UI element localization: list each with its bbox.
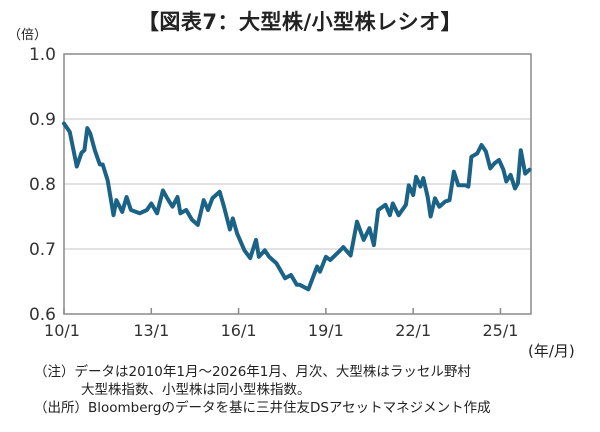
y-axis-unit: （倍）: [8, 28, 48, 43]
y-tick-label: 0.8: [29, 175, 56, 195]
y-tick-label: 0.9: [29, 110, 56, 130]
x-tick-label: 13/1: [133, 321, 169, 340]
x-axis-unit: (年/月): [528, 342, 575, 360]
source-note: （出所）Bloombergのデータを基に三井住友DSアセットマネジメント作成: [34, 400, 491, 416]
x-tick-label: 25/1: [482, 321, 518, 340]
y-tick-label: 0.7: [29, 240, 56, 260]
plot-frame: [63, 53, 532, 315]
x-tick-label: 22/1: [395, 321, 431, 340]
y-tick-label: 1.0: [29, 45, 56, 65]
x-tick-label: 19/1: [308, 321, 344, 340]
x-tick-label: 16/1: [221, 321, 257, 340]
y-tick-label: 0.6: [29, 305, 56, 325]
chart-title: 【図表7：大型株/小型株レシオ】: [137, 10, 463, 34]
x-tick-label: 10/1: [44, 321, 80, 340]
note-line-1: （注）データは2010年1月～2026年1月、月次、大型株はラッセル野村: [34, 364, 471, 380]
ratio-series-line: [62, 121, 532, 292]
note-line-2: 大型株指数、小型株は同小型株指数。: [81, 382, 311, 398]
